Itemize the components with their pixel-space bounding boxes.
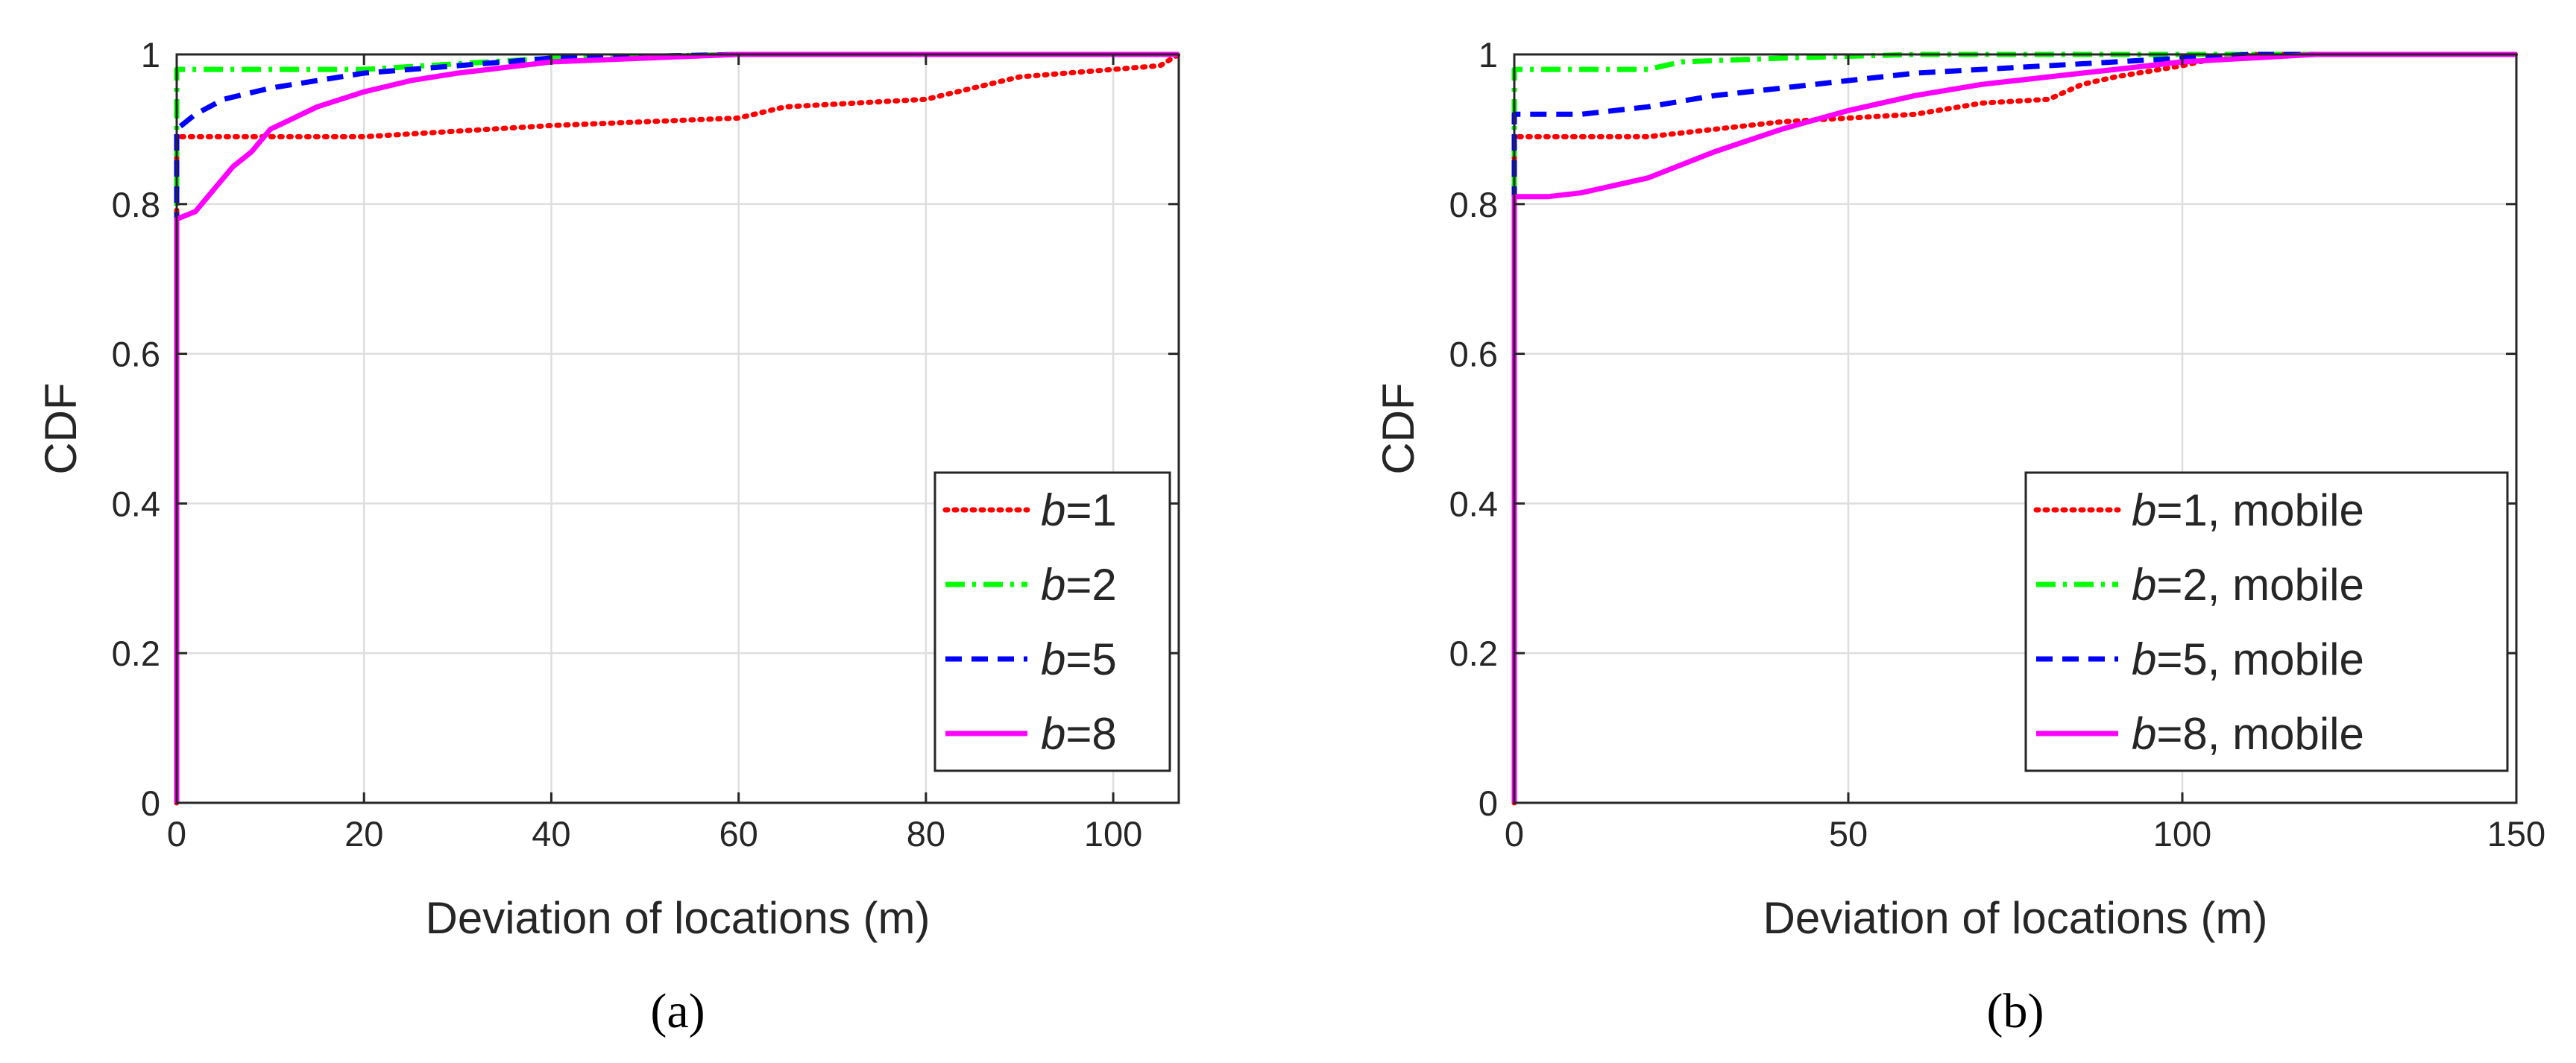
chart-panel-a: 0 20 40 60 80 100 0 0.2 0.4 0.6 0.8 1 Deviation of l… [36,35,1182,1038]
series-line-3 [1511,51,2516,803]
chart-panel-b: 0 50 100 150 0 0.2 0.4 0.6 0.8 1 Deviation of loca… [1373,35,2545,1038]
x-tick-label: 0 [1505,814,1524,854]
legend: b=1 b=2 b=5 b=8 [933,471,1171,772]
axes-frame [1513,53,2518,804]
legend-entry: b=1 [1041,485,1117,535]
y-tick-label: 0 [141,783,160,823]
legend-entry: b=2 [1041,560,1117,610]
y-tick-label: 0.8 [112,185,160,224]
x-axis-label: Deviation of locations (m) [1763,893,2268,943]
y-tick-label: 0.4 [1449,484,1498,523]
y-tick-label: 0.2 [112,634,160,673]
y-tick-label: 1 [141,35,160,75]
series-line-4 [1511,51,2516,803]
x-tick-label: 50 [1829,814,1868,854]
y-tick-label: 0.6 [112,335,160,374]
series-line-4 [174,51,1179,803]
y-tick-label: 0.4 [112,484,160,523]
x-tick-label: 100 [2153,814,2211,854]
y-tick-label: 0 [1478,783,1498,823]
legend-entry: b=5 [1041,634,1117,684]
legend-entry: b=2, mobile [2132,560,2364,610]
x-tick-label: 60 [719,814,758,854]
x-tick-label: 150 [2487,814,2545,854]
legend-entry: b=1, mobile [2132,485,2364,535]
x-tick-label: 20 [344,814,383,854]
y-tick-label: 0.8 [1449,185,1498,224]
legend-box [933,471,1171,772]
y-axis-label: CDF [1373,382,1423,474]
legend: b=1, mobile b=2, mobile b=5, mobile b=8, mo… [2024,471,2509,772]
x-tick-label: 0 [167,814,186,854]
axes-frame [175,53,1180,804]
y-tick-label: 0.2 [1449,634,1498,673]
y-tick-label: 1 [1478,35,1498,75]
x-tick-label: 80 [907,814,945,854]
legend-box [2024,471,2509,772]
y-tick-label: 0.6 [1449,335,1498,374]
x-tick-label: 100 [1084,814,1142,854]
series-line-1 [174,51,1182,806]
legend-entry: b=8 [1041,709,1117,759]
panel-label: (a) [650,984,705,1038]
legend-entry: b=5, mobile [2132,634,2364,684]
legend-entry: b=8, mobile [2132,709,2364,759]
x-tick-label: 40 [532,814,570,854]
y-axis-label: CDF [36,382,86,474]
panel-label: (b) [1987,984,2044,1038]
x-axis-label: Deviation of locations (m) [426,893,930,943]
